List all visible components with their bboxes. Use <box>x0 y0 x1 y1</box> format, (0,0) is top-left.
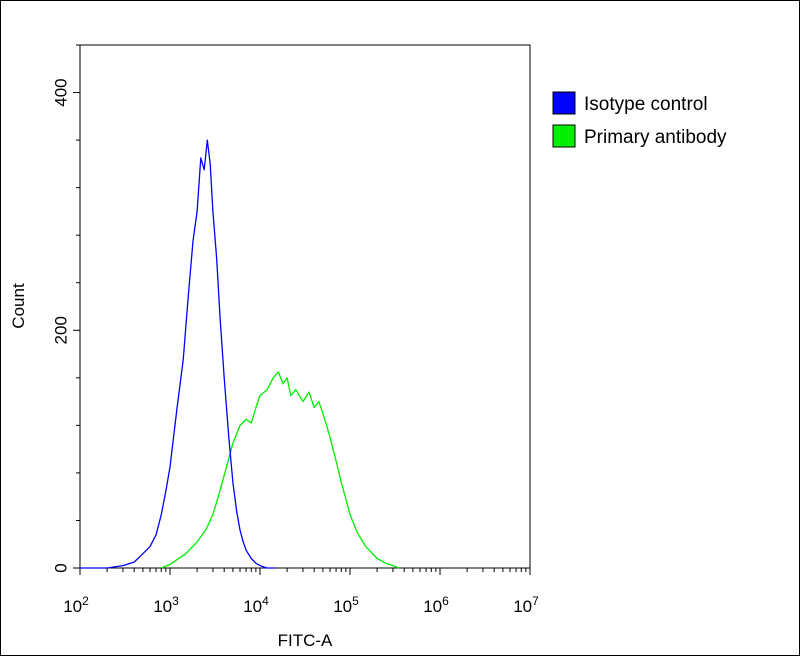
x-axis-title: FITC-A <box>278 631 333 650</box>
plot-area <box>79 44 531 569</box>
y-tick-label: 0 <box>51 563 70 572</box>
x-tick-label: 104 <box>243 594 269 616</box>
legend: Isotype control Primary antibody <box>552 91 727 148</box>
y-axis-title: Count <box>9 283 28 329</box>
legend-swatch-primary-antibody <box>552 124 576 148</box>
y-tick-label: 200 <box>51 316 70 344</box>
series-line-primary-antibody <box>161 371 400 569</box>
x-tick-label: 105 <box>333 594 359 616</box>
plot-border <box>79 44 531 569</box>
x-tick-label: 107 <box>513 594 539 616</box>
axis-layer: 102 103 104 105 106 107 0 200 400 <box>51 44 539 616</box>
x-tick-label: 102 <box>63 594 89 616</box>
series-layer <box>80 139 400 569</box>
series-line-isotype-control <box>80 139 276 569</box>
legend-label-primary-antibody: Primary antibody <box>584 127 727 148</box>
legend-label-isotype-control: Isotype control <box>584 94 708 115</box>
legend-swatch-isotype-control <box>552 91 576 115</box>
y-tick-label: 400 <box>51 78 70 106</box>
x-tick-label: 103 <box>153 594 179 616</box>
x-tick-label: 106 <box>423 594 449 616</box>
